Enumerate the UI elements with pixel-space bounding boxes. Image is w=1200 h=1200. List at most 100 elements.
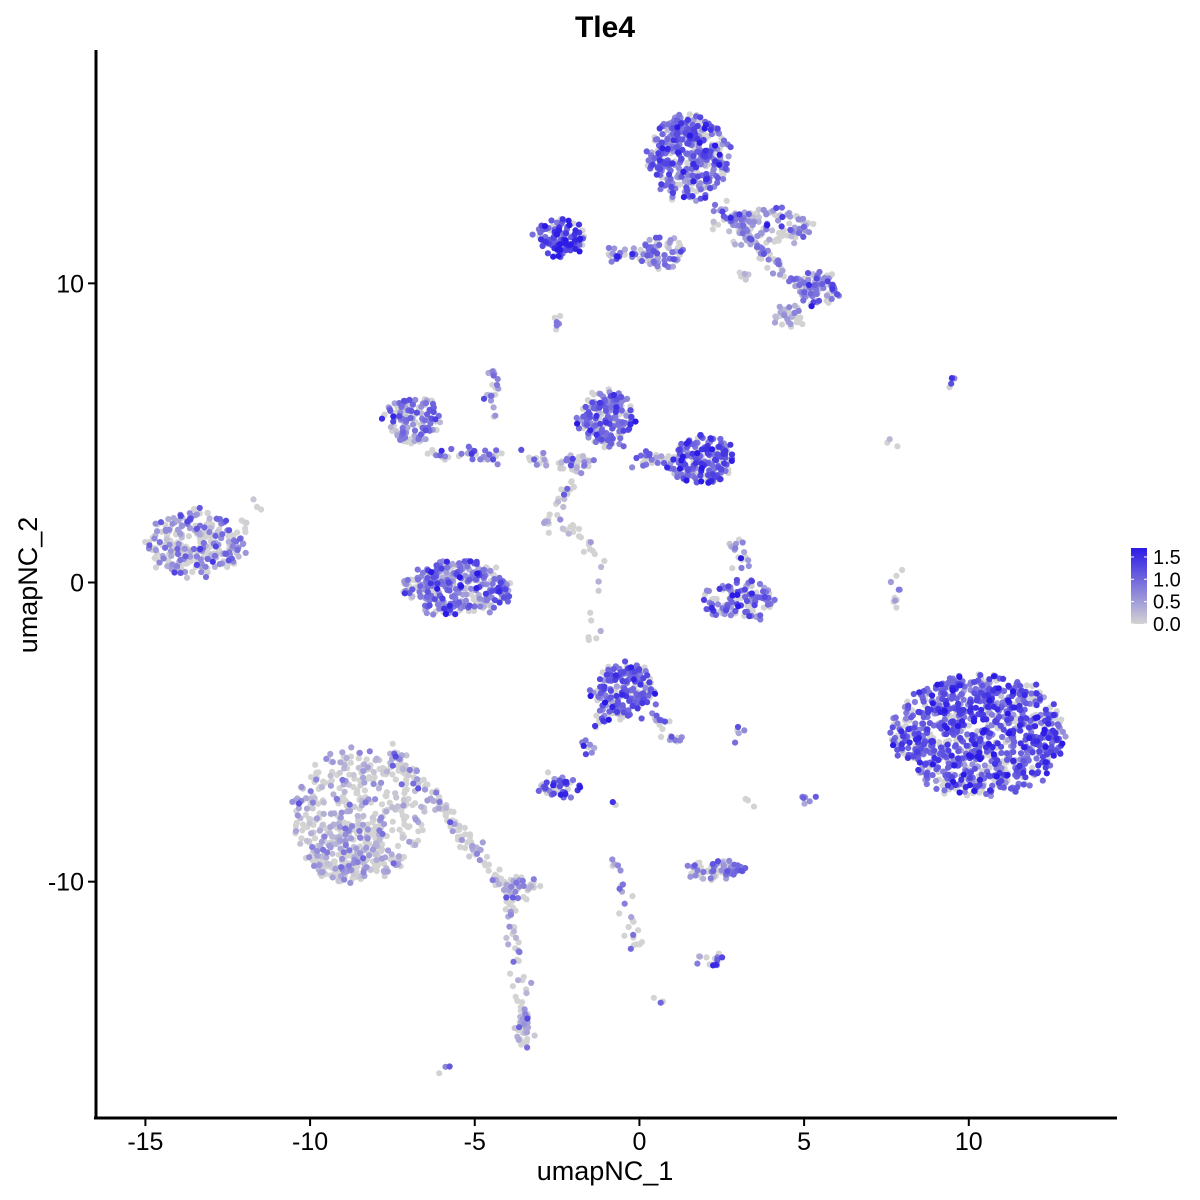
data-point [392, 753, 399, 760]
data-point [409, 802, 416, 809]
data-point [312, 761, 319, 768]
data-point [1000, 675, 1007, 683]
data-point [745, 211, 752, 218]
data-point [694, 122, 701, 130]
data-point [562, 791, 569, 798]
data-point [685, 466, 692, 474]
data-point [355, 764, 362, 771]
data-point [1022, 774, 1029, 781]
data-point [181, 545, 188, 552]
data-point [370, 769, 377, 776]
data-point [661, 718, 669, 725]
data-point [942, 684, 949, 692]
data-point [542, 518, 549, 525]
data-point [609, 425, 616, 432]
data-point [779, 213, 786, 221]
data-point [949, 727, 956, 734]
data-point [1000, 726, 1007, 733]
data-point [415, 785, 422, 792]
data-point [720, 137, 728, 144]
data-point [652, 234, 660, 241]
data-point [589, 399, 596, 406]
data-point [970, 679, 978, 686]
data-point [362, 799, 369, 806]
data-point [1000, 687, 1008, 695]
data-point [658, 139, 665, 146]
data-point [438, 447, 445, 454]
data-point [683, 440, 690, 447]
data-point [331, 858, 338, 865]
data-point [705, 479, 712, 486]
data-point [289, 798, 296, 806]
data-point [986, 676, 993, 683]
data-point [967, 698, 974, 706]
data-point [462, 597, 470, 604]
data-point [675, 165, 682, 172]
data-point [1004, 772, 1011, 779]
data-point [703, 606, 710, 613]
data-point [424, 797, 431, 804]
data-point [398, 781, 405, 788]
data-point [515, 977, 522, 984]
data-point [920, 741, 928, 748]
data-point [1045, 720, 1052, 727]
data-point [578, 470, 585, 477]
data-point [613, 404, 620, 411]
data-point [309, 805, 316, 812]
data-point [548, 217, 555, 224]
data-point [354, 859, 361, 866]
data-point [523, 1029, 531, 1036]
data-point [967, 769, 975, 776]
data-point [320, 799, 327, 806]
data-point [482, 590, 489, 597]
data-point [347, 879, 354, 887]
data-point [504, 598, 511, 605]
data-point [522, 1010, 529, 1018]
data-point [960, 771, 967, 778]
data-point [417, 431, 424, 438]
y-tick-label: -10 [48, 869, 84, 897]
data-point [327, 782, 334, 789]
data-point [364, 764, 371, 771]
data-point [346, 847, 353, 854]
data-point [720, 862, 727, 869]
data-point [492, 412, 499, 419]
data-point [577, 784, 584, 791]
data-point [906, 739, 913, 746]
data-point [361, 787, 368, 794]
data-point [196, 504, 203, 512]
data-point [617, 867, 624, 874]
data-point [621, 932, 628, 939]
data-point [373, 857, 380, 864]
data-point [589, 389, 596, 396]
data-point [976, 781, 983, 788]
data-point [931, 754, 938, 762]
data-point [708, 604, 715, 611]
data-point [694, 960, 701, 967]
data-point [483, 853, 491, 860]
data-point [496, 588, 503, 595]
data-point [892, 597, 899, 604]
data-point [739, 539, 746, 546]
data-point [476, 857, 483, 864]
data-point [341, 788, 348, 796]
data-point [206, 529, 213, 536]
data-point [669, 263, 677, 270]
data-point [329, 850, 336, 857]
data-point [763, 210, 770, 217]
data-point [630, 676, 638, 683]
data-point [1010, 757, 1017, 765]
data-point [337, 759, 344, 766]
data-point [396, 413, 403, 420]
data-point [808, 303, 815, 310]
data-point [696, 953, 704, 960]
data-point [510, 958, 517, 965]
data-point [593, 412, 600, 419]
data-point [674, 124, 681, 131]
data-point [528, 883, 535, 890]
data-point [550, 253, 557, 260]
data-point [512, 934, 520, 942]
data-point [731, 861, 738, 868]
data-point [691, 128, 698, 135]
data-point [510, 928, 517, 935]
